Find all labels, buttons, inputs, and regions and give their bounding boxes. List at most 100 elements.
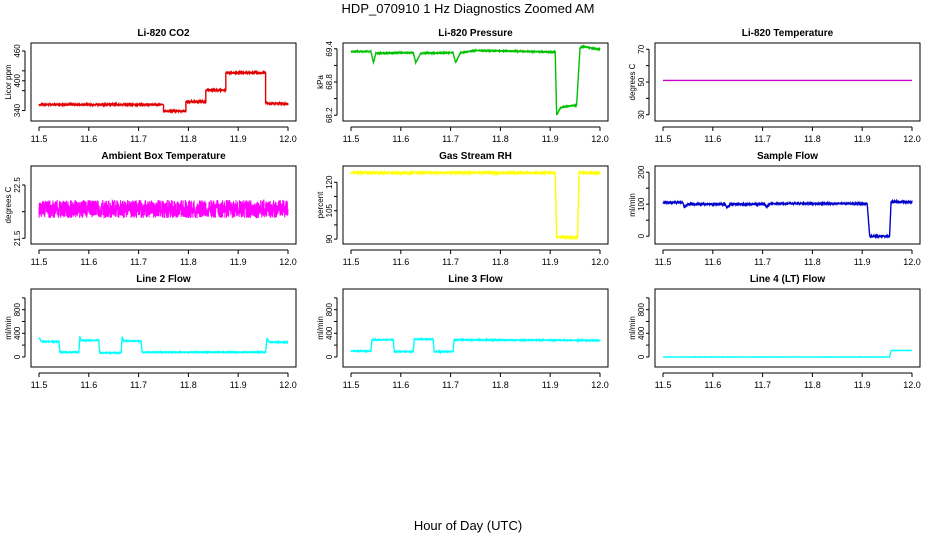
data-series-line [38,335,289,356]
x-tick-label: 11.8 [180,134,197,144]
x-tick-label: 11.7 [442,380,459,390]
x-tick-label: 11.8 [180,257,197,267]
chart-panel-8: Line 3 Flow 11.5 11.6 11.7 11.8 11.9 12.0 0 400 8… [316,274,609,390]
data-series-line [350,337,601,355]
x-tick-label: 12.0 [591,380,609,390]
figure-x-axis-label: Hour of Day (UTC) [413,518,523,533]
y-tick-label: 0 [325,354,334,359]
y-tick-label: 400 [325,326,334,340]
chart-panel-4: Ambient Box Temperature 11.5 11.6 11.7 11.8 1… [4,151,297,267]
x-tick-label: 11.6 [392,134,409,144]
data-series-line [662,349,912,358]
y-tick-label: 22.5 [13,177,22,193]
x-tick-label: 11.8 [804,257,821,267]
x-tick-label: 11.9 [542,380,559,390]
x-tick-label: 11.7 [130,257,147,267]
y-tick-label: 68.8 [325,74,334,90]
y-tick-label: 0 [13,354,22,359]
x-tick-label: 12.0 [279,134,297,144]
x-tick-label: 11.6 [80,134,97,144]
data-series-line [350,169,601,241]
chart-panel-7: Line 2 Flow 11.5 11.6 11.7 11.8 11.9 12.0 0 400 8… [4,274,297,390]
chart-title: Li-820 CO2 [137,28,190,39]
x-tick-label: 11.5 [343,134,360,144]
x-tick-label: 11.8 [492,134,509,144]
chart-panel-2: Li-820 Pressure 11.5 11.6 11.7 11.8 11.9 12.0 6… [316,28,609,144]
y-tick-label: 200 [637,165,646,179]
x-tick-label: 11.6 [80,380,97,390]
y-axis-label: ml/min [628,193,637,217]
y-tick-label: 400 [13,326,22,340]
chart-title: Line 2 Flow [136,274,191,285]
y-tick-label: 21.5 [13,230,22,246]
y-tick-label: 800 [637,302,646,316]
x-tick-label: 12.0 [903,380,921,390]
y-axis-label: degrees C [628,63,637,100]
x-tick-label: 11.5 [343,257,360,267]
x-tick-label: 11.6 [704,380,721,390]
y-axis-label: ml/min [628,316,637,340]
x-tick-label: 12.0 [279,380,297,390]
data-series-line [38,69,289,115]
y-tick-label: 90 [325,234,334,243]
chart-title: Li-820 Temperature [742,28,834,39]
chart-panel-6: Sample Flow 11.5 11.6 11.7 11.8 11.9 12.0 0 100 2… [628,151,921,267]
y-tick-label: 100 [637,197,646,211]
y-tick-label: 0 [637,354,646,359]
chart-title: Line 3 Flow [448,274,503,285]
x-tick-label: 11.9 [542,134,559,144]
plot-frame [342,42,609,122]
y-axis-label: percent [316,191,325,218]
x-tick-label: 12.0 [591,134,609,144]
x-tick-label: 12.0 [591,257,609,267]
x-tick-label: 11.8 [492,257,509,267]
x-tick-label: 11.5 [31,134,48,144]
y-tick-label: 120 [325,175,334,189]
x-tick-label: 11.5 [655,134,672,144]
chart-title: Sample Flow [757,151,818,162]
chart-panel-3: Li-820 Temperature 11.5 11.6 11.7 11.8 11.9 12… [628,28,921,144]
x-tick-label: 11.6 [704,257,721,267]
y-tick-label: 69.4 [325,40,334,56]
x-tick-label: 11.6 [80,257,97,267]
x-tick-label: 11.8 [804,380,821,390]
plot-frame [30,42,297,122]
plot-frame [30,288,297,368]
chart-title: Gas Stream RH [439,151,512,162]
y-axis-label: kPa [316,75,325,89]
x-tick-label: 12.0 [903,134,921,144]
x-tick-label: 11.9 [230,257,247,267]
x-tick-label: 11.9 [854,134,871,144]
x-tick-label: 11.9 [542,257,559,267]
y-tick-label: 105 [325,203,334,217]
y-tick-label: 50 [637,77,646,86]
x-tick-label: 11.6 [392,257,409,267]
x-tick-label: 11.7 [130,134,147,144]
x-tick-label: 11.7 [442,257,459,267]
figure-title: HDP_070910 1 Hz Diagnostics Zoomed AM [341,1,595,16]
y-tick-label: 70 [637,44,646,53]
y-tick-label: 30 [637,110,646,119]
plot-frame [654,165,921,245]
x-tick-label: 12.0 [903,257,921,267]
x-tick-label: 11.5 [655,380,672,390]
plot-frame [30,165,297,245]
x-tick-label: 11.6 [392,380,409,390]
x-tick-label: 11.9 [854,257,871,267]
x-tick-label: 11.5 [655,257,672,267]
x-tick-label: 11.7 [130,380,147,390]
x-tick-label: 11.5 [31,257,48,267]
x-tick-label: 11.7 [754,257,771,267]
chart-panel-9: Line 4 (LT) Flow 11.5 11.6 11.7 11.8 11.9 12.0… [628,274,921,390]
plot-frame [342,165,609,245]
y-axis-label: ml/min [4,316,13,340]
data-series-line [662,198,913,240]
x-tick-label: 11.8 [804,134,821,144]
x-tick-label: 11.9 [854,380,871,390]
x-tick-label: 11.7 [442,134,459,144]
x-tick-label: 11.6 [704,134,721,144]
chart-panel-1: Li-820 CO2 11.5 11.6 11.7 11.8 11.9 12.0 340 400… [4,28,297,144]
plot-frame [342,288,609,368]
x-tick-label: 11.9 [230,380,247,390]
y-tick-label: 68.2 [325,107,334,123]
